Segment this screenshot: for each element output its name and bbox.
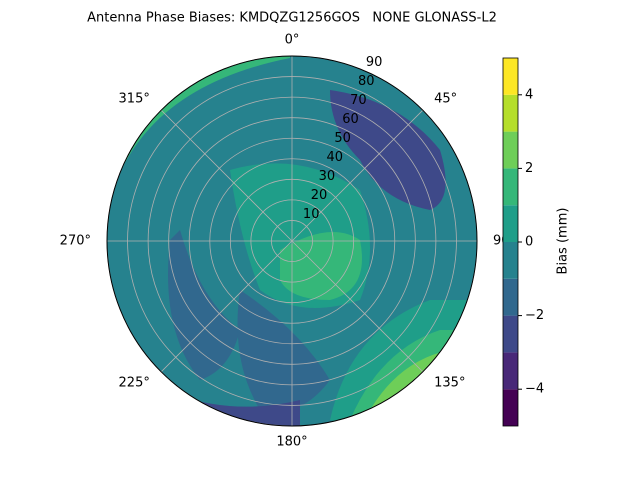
- colorbar-band: [503, 58, 518, 95]
- r-tick-label: 30: [319, 169, 336, 184]
- theta-tick-label: 270°: [60, 234, 91, 249]
- r-tick-label: 60: [342, 112, 359, 127]
- theta-tick-label: 45°: [434, 91, 457, 106]
- r-tick-label: 80: [358, 74, 375, 89]
- colorbar-tick-label: 0: [525, 235, 533, 250]
- colorbar-tick-label: 4: [525, 87, 533, 102]
- theta-tick-label: 315°: [119, 91, 150, 106]
- contour-region: [330, 90, 446, 210]
- theta-tick-label: 180°: [276, 435, 307, 450]
- grid-ring: [188, 137, 396, 345]
- grid-spoke: [160, 109, 293, 242]
- chart-title: Antenna Phase Biases: KMDQZG1256GOS NONE…: [87, 11, 497, 26]
- grid-ring: [271, 220, 313, 262]
- grid-ring: [127, 76, 457, 406]
- r-tick-label: 50: [334, 131, 351, 146]
- grid-spoke: [160, 240, 293, 373]
- r-tick-label: 10: [303, 207, 320, 222]
- grid-ring: [168, 117, 416, 365]
- colorbar-band: [503, 278, 518, 316]
- grid-ring: [250, 199, 334, 283]
- colorbar-band: [503, 352, 518, 390]
- grid-spoke: [291, 109, 424, 242]
- colorbar-band: [503, 168, 518, 206]
- polar-frame: [106, 55, 478, 427]
- colorbar-band: [503, 94, 518, 132]
- theta-tick-label: 0°: [285, 33, 300, 48]
- colorbar-label: Bias (mm): [556, 208, 571, 275]
- colorbar-tick-label: −2: [525, 308, 544, 323]
- colorbar-band: [503, 389, 518, 426]
- r-tick-label: 20: [311, 188, 328, 203]
- grid-ring: [147, 96, 437, 386]
- colorbar-band: [503, 131, 518, 169]
- grid-ring: [229, 178, 355, 304]
- r-tick-label: 40: [327, 150, 344, 165]
- colorbar-tick-label: −4: [525, 382, 544, 397]
- theta-tick-label: 135°: [434, 376, 465, 391]
- theta-tick-label: 225°: [119, 376, 150, 391]
- colorbar-band: [503, 315, 518, 353]
- grid-ring: [209, 158, 375, 324]
- r-tick-label: 70: [350, 93, 367, 108]
- colorbar-band: [503, 205, 518, 242]
- grid-spoke: [291, 240, 424, 373]
- colorbar-tick-label: 2: [525, 161, 533, 176]
- r-tick-label: 90: [366, 55, 383, 70]
- colorbar-band: [503, 242, 518, 279]
